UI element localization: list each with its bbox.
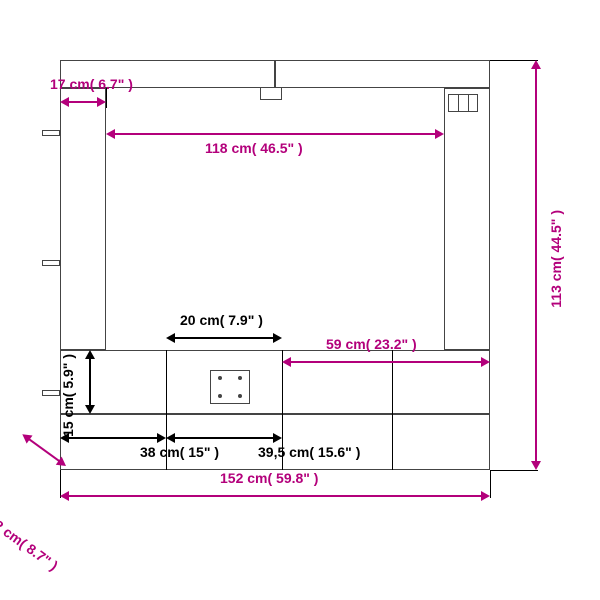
mount-hole [238,394,242,398]
lower-div [166,350,167,414]
top-panel-right [275,60,490,88]
mount-hole [238,376,242,380]
dim-label-113cm: 113 cm( 44.5" ) [548,210,564,308]
wall-bracket-icon [260,88,282,100]
dim-label-59cm: 59 cm( 23.2" ) [326,336,417,352]
dim-label-20cm: 20 cm( 7.9" ) [180,312,263,328]
dim-label-39-5cm: 39,5 cm( 15.6" ) [258,444,360,460]
dim-label-22cm: 22 cm( 8.7" ) [0,512,61,574]
mount-hole [218,394,222,398]
base-div [392,414,393,470]
ext-line [490,470,538,471]
dim-label-118cm: 118 cm( 46.5" ) [205,140,303,156]
cable-outlet-div [458,94,459,112]
dim-113cm [530,60,542,470]
dim-152cm [60,490,490,502]
cable-outlet-div [468,94,469,112]
base-div [282,414,283,470]
dim-59cm [282,356,490,368]
ext-line [490,470,491,498]
mount-plate [210,370,250,404]
dim-20cm [166,332,282,344]
right-column [444,88,490,350]
mount-hole [218,376,222,380]
dim-118cm [106,128,444,140]
side-shelf [42,130,60,136]
dim-label-152cm: 152 cm( 59.8" ) [220,470,318,486]
side-shelf [42,260,60,266]
dim-label-38cm: 38 cm( 15" ) [140,444,219,460]
dim-label-17cm: 17 cm( 6.7" ) [50,76,133,92]
dim-15cm [84,350,96,414]
dim-label-15cm: 15 cm( 5.9" ) [60,354,76,437]
drawing-stage: 17 cm( 6.7" ) 118 cm( 46.5" ) 20 cm( 7.9… [0,0,600,600]
cable-outlet-icon [448,94,478,112]
dim-39-5cm [166,432,282,444]
side-shelf [42,390,60,396]
left-column [60,88,106,350]
dim-17cm [60,96,106,108]
